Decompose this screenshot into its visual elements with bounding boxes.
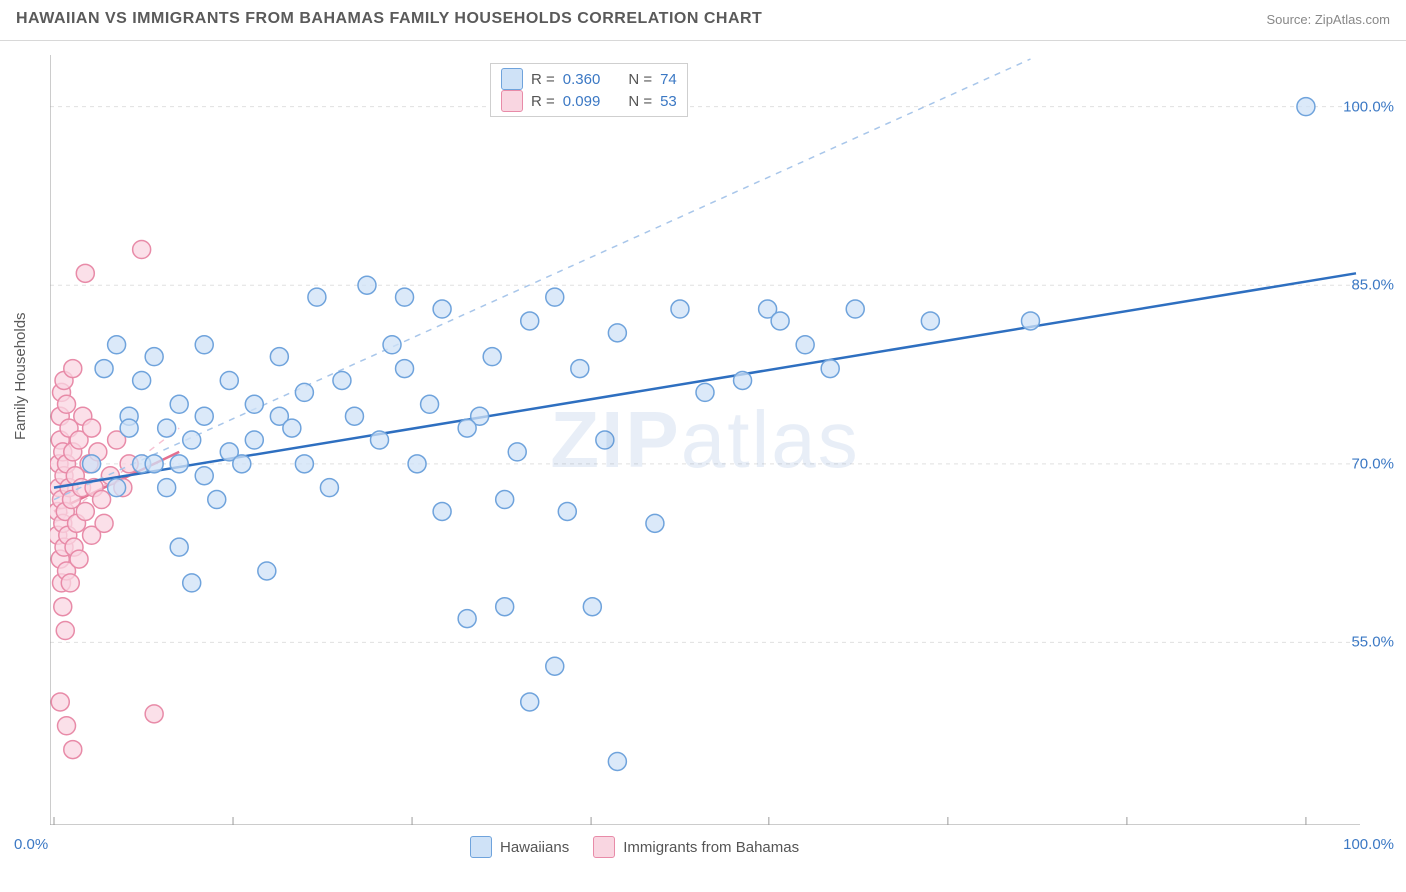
r-label: R = <box>531 93 555 110</box>
r-value: 0.360 <box>563 71 601 88</box>
n-value: 74 <box>660 71 677 88</box>
x-axis-min-label: 0.0% <box>14 836 48 853</box>
y-tick-label: 85.0% <box>1351 277 1394 294</box>
series-name: Hawaiians <box>500 839 569 856</box>
x-axis-max-label: 100.0% <box>1343 836 1394 853</box>
correlation-legend: R = 0.360 N = 74 R = 0.099 N = 53 <box>490 63 688 117</box>
legend-swatch <box>501 90 523 112</box>
y-tick-label: 55.0% <box>1351 634 1394 651</box>
series-legend: Hawaiians Immigrants from Bahamas <box>470 836 799 858</box>
y-tick-label: 100.0% <box>1343 98 1394 115</box>
n-label: N = <box>628 71 652 88</box>
r-label: R = <box>531 71 555 88</box>
series-name: Immigrants from Bahamas <box>623 839 799 856</box>
legend-swatch <box>501 68 523 90</box>
series-legend-item: Immigrants from Bahamas <box>593 836 799 858</box>
legend-swatch <box>593 836 615 858</box>
chart-header: HAWAIIAN VS IMMIGRANTS FROM BAHAMAS FAMI… <box>0 0 1406 41</box>
r-value: 0.099 <box>563 93 601 110</box>
y-tick-label: 70.0% <box>1351 455 1394 472</box>
scatter-svg <box>50 55 1360 825</box>
chart-title: HAWAIIAN VS IMMIGRANTS FROM BAHAMAS FAMI… <box>16 10 762 28</box>
legend-row: R = 0.099 N = 53 <box>501 90 677 112</box>
plot-area: ZIPatlas R = 0.360N = 74R = 0.099N = 53 <box>50 55 1360 825</box>
y-axis-label: Family Households <box>12 312 29 440</box>
legend-swatch <box>470 836 492 858</box>
chart-source: Source: ZipAtlas.com <box>1266 12 1390 27</box>
legend-row: R = 0.360 N = 74 <box>501 68 677 90</box>
n-value: 53 <box>660 93 677 110</box>
n-label: N = <box>628 93 652 110</box>
series-legend-item: Hawaiians <box>470 836 569 858</box>
